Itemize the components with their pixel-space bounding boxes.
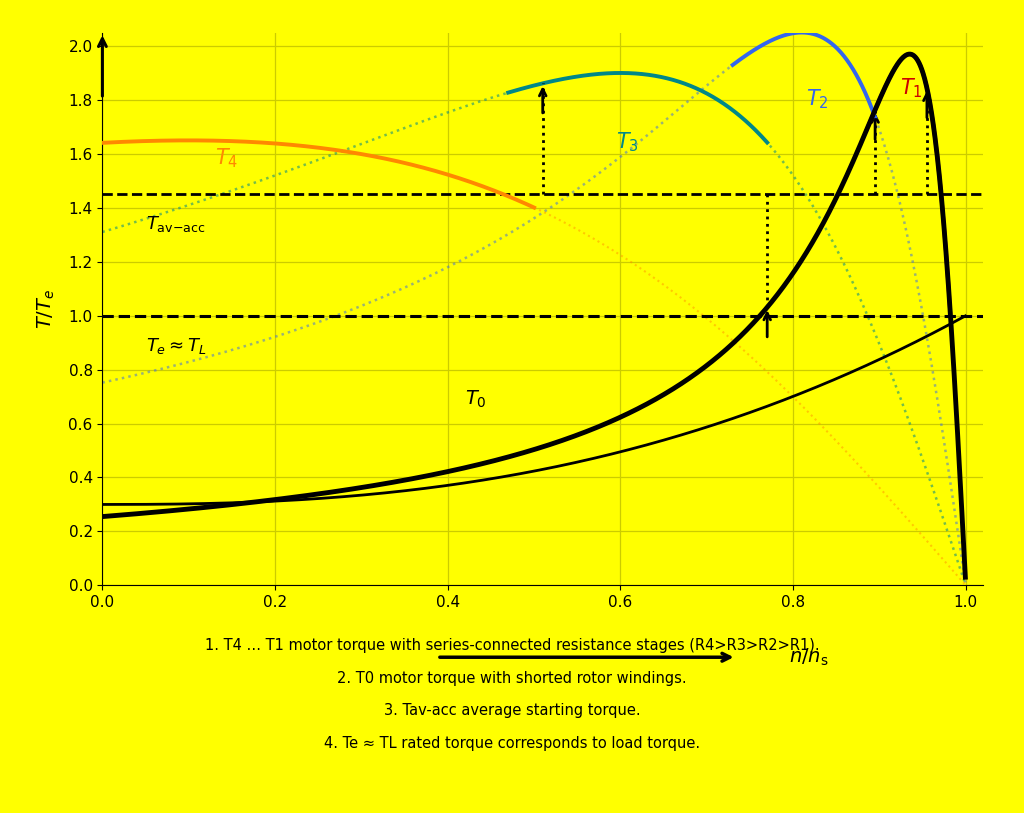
Y-axis label: $T/T_e$: $T/T_e$ [36,289,57,329]
Text: $T_1$: $T_1$ [900,76,923,100]
Text: 1. T4 … T1 motor torque with series-connected resistance stages (R4>R3>R2>R1).: 1. T4 … T1 motor torque with series-conn… [205,638,819,653]
Text: $T_4$: $T_4$ [215,146,238,170]
Text: $T_0$: $T_0$ [465,389,486,410]
Text: $T_e \approx T_L$: $T_e \approx T_L$ [145,336,206,356]
Text: 3. Tav-acc average starting torque.: 3. Tav-acc average starting torque. [384,703,640,718]
Text: 2. T0 motor torque with shorted rotor windings.: 2. T0 motor torque with shorted rotor wi… [337,671,687,685]
Text: $T_2$: $T_2$ [806,87,828,111]
Text: $n / n_{\rm s}$: $n / n_{\rm s}$ [790,646,829,667]
Text: $T_3$: $T_3$ [616,130,639,154]
Text: 4. Te ≈ TL rated torque corresponds to load torque.: 4. Te ≈ TL rated torque corresponds to l… [324,736,700,750]
Text: $T_{\rm av\mathsf{-}acc}$: $T_{\rm av\mathsf{-}acc}$ [145,215,205,234]
